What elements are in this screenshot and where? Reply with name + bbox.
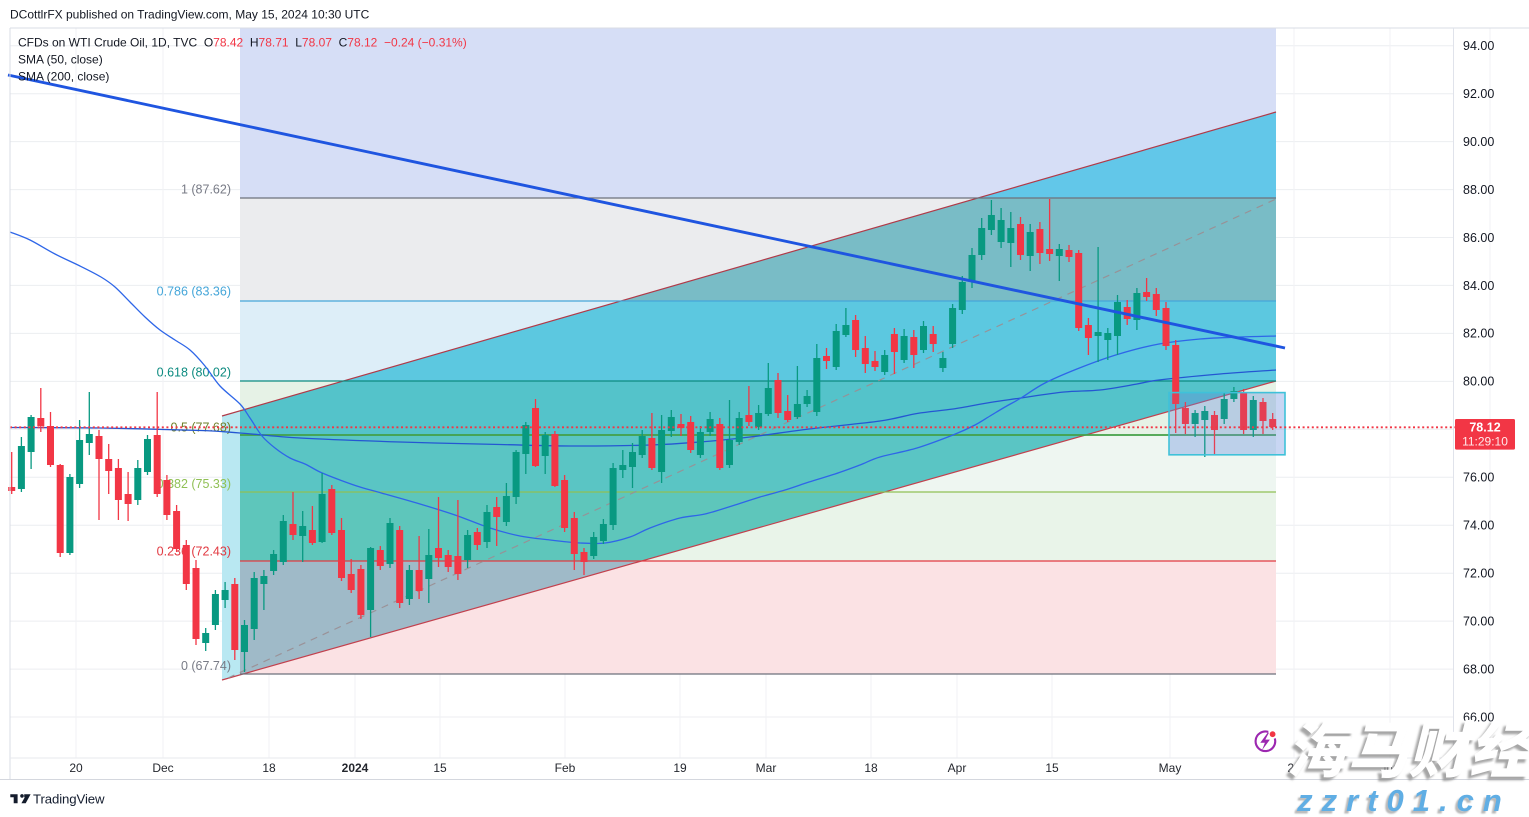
svg-text:DCottlrFX published on Trading: DCottlrFX published on TradingView.com, … [10,8,370,22]
svg-text:zzrt01.cn: zzrt01.cn [1296,783,1511,817]
svg-text:Dec: Dec [152,761,173,775]
svg-text:76.00: 76.00 [1463,471,1494,485]
svg-text:72.00: 72.00 [1463,567,1494,581]
svg-text:18: 18 [864,761,878,775]
svg-text:2024: 2024 [342,761,369,775]
svg-text:0.382 (75.33): 0.382 (75.33) [157,477,231,491]
svg-text:20: 20 [69,761,83,775]
svg-text:CFDs on WTI Crude Oil, 1D, TVC: CFDs on WTI Crude Oil, 1D, TVC O78.42 H7… [18,36,467,50]
svg-text:Feb: Feb [555,761,576,775]
svg-text:90.00: 90.00 [1463,135,1494,149]
svg-text:68.00: 68.00 [1463,662,1494,676]
svg-text:84.00: 84.00 [1463,279,1494,293]
svg-text:SMA (200, close): SMA (200, close) [18,70,109,84]
svg-text:92.00: 92.00 [1463,87,1494,101]
svg-text:82.00: 82.00 [1463,327,1494,341]
svg-text:15: 15 [433,761,447,775]
svg-text:Apr: Apr [948,761,967,775]
svg-text:SMA (50, close): SMA (50, close) [18,53,103,67]
svg-text:94.00: 94.00 [1463,39,1494,53]
svg-text:0 (67.74): 0 (67.74) [181,659,231,673]
svg-text:0.618 (80.02): 0.618 (80.02) [157,366,231,380]
svg-text:80.00: 80.00 [1463,375,1494,389]
svg-text:70.00: 70.00 [1463,614,1494,628]
svg-text:11:29:10: 11:29:10 [1462,435,1508,449]
svg-text:74.00: 74.00 [1463,519,1494,533]
svg-text:0.786 (83.36): 0.786 (83.36) [157,285,231,299]
svg-text:18: 18 [262,761,276,775]
svg-text:19: 19 [673,761,687,775]
svg-text:88.00: 88.00 [1463,183,1494,197]
svg-text:78.12: 78.12 [1469,421,1500,435]
svg-text:15: 15 [1045,761,1059,775]
svg-text:0.236 (72.43): 0.236 (72.43) [157,545,231,559]
svg-text:May: May [1159,761,1182,775]
svg-text:Mar: Mar [756,761,777,775]
svg-text:1 (87.62): 1 (87.62) [181,183,231,197]
svg-text:TradingView: TradingView [33,791,105,806]
svg-text:86.00: 86.00 [1463,231,1494,245]
